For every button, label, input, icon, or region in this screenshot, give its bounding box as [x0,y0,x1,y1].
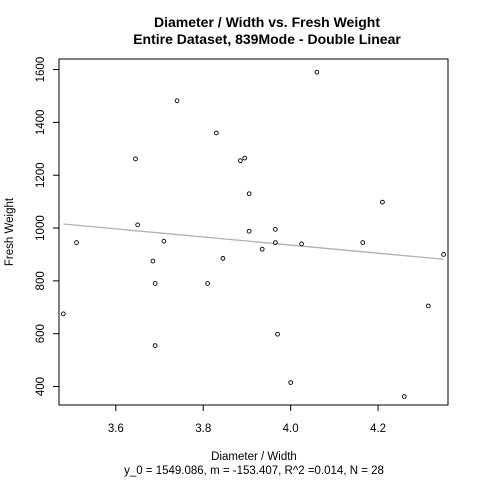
plot-frame [58,58,449,406]
data-point [380,199,385,205]
y-tick-label: 1600 [35,57,47,83]
data-point [275,331,280,337]
data-point [220,256,226,261]
x-tick-label: 4.0 [283,423,299,435]
y-tick-label: 800 [35,271,47,290]
fit-line-layer [63,223,444,260]
data-point [242,155,248,161]
data-point [246,228,252,234]
data-point [152,281,158,286]
data-point [213,130,219,136]
fit-statistics-note: y_0 = 1549.086, m = -153.407, R^2 =0.014… [124,465,384,477]
data-point [161,238,167,244]
data-point [174,98,180,104]
x-axis: 3.6 3.8 4.0 4.2 [108,405,386,435]
y-tick-label: 1400 [35,110,47,136]
data-point [273,227,278,232]
data-point [246,191,252,197]
data-point [205,281,210,286]
y-axis-label: Fresh Weight [4,197,16,266]
chart-title: Diameter / Width vs. Fresh Weight [154,14,380,30]
data-point [238,158,243,164]
x-tick-label: 3.6 [108,423,124,435]
data-point [273,240,278,245]
regression-line [63,223,444,260]
chart-subtitle: Entire Dataset, 839Mode - Double Linear [133,31,401,47]
data-point [299,241,304,247]
y-tick-label: 400 [35,377,47,396]
data-point [61,311,66,317]
data-point [135,222,141,228]
data-point [74,240,79,245]
data-point [360,240,366,245]
data-point [259,246,265,252]
y-tick-label: 1200 [35,162,47,188]
data-points [61,69,446,399]
x-tick-label: 4.2 [370,423,386,435]
data-point [425,303,431,309]
x-axis-label: Diameter / Width [211,451,297,463]
data-point [441,252,446,257]
data-point [288,380,294,385]
y-tick-label: 600 [35,324,47,343]
data-point [401,394,407,399]
data-point [133,156,138,162]
data-point [314,69,320,75]
x-tick-label: 3.8 [195,423,211,435]
y-axis: 400 600 800 1000 1200 1400 1600 [35,57,59,396]
data-point [152,343,158,348]
y-tick-label: 1000 [35,215,47,241]
data-point [150,258,156,264]
